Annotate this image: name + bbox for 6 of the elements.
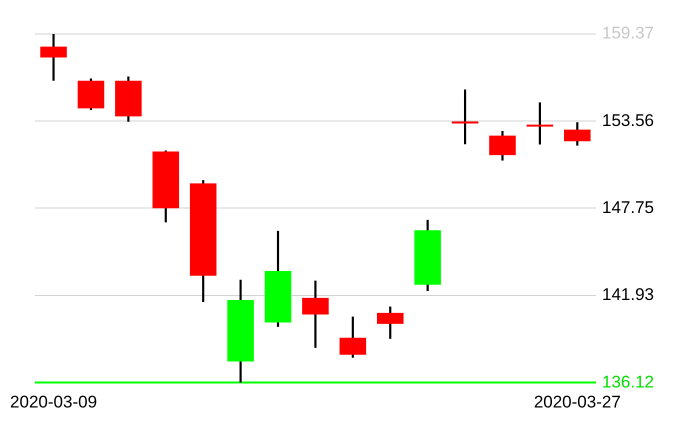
y-tick-label: 153.56 [602, 110, 654, 130]
y-tick-label: 141.93 [602, 285, 654, 304]
x-tick-label: 2020-03-09 [10, 392, 98, 412]
y-tick-label: 147.75 [602, 198, 654, 217]
x-tick-label: 2020-03-27 [534, 392, 621, 412]
y-tick-label: 136.12 [602, 372, 654, 392]
